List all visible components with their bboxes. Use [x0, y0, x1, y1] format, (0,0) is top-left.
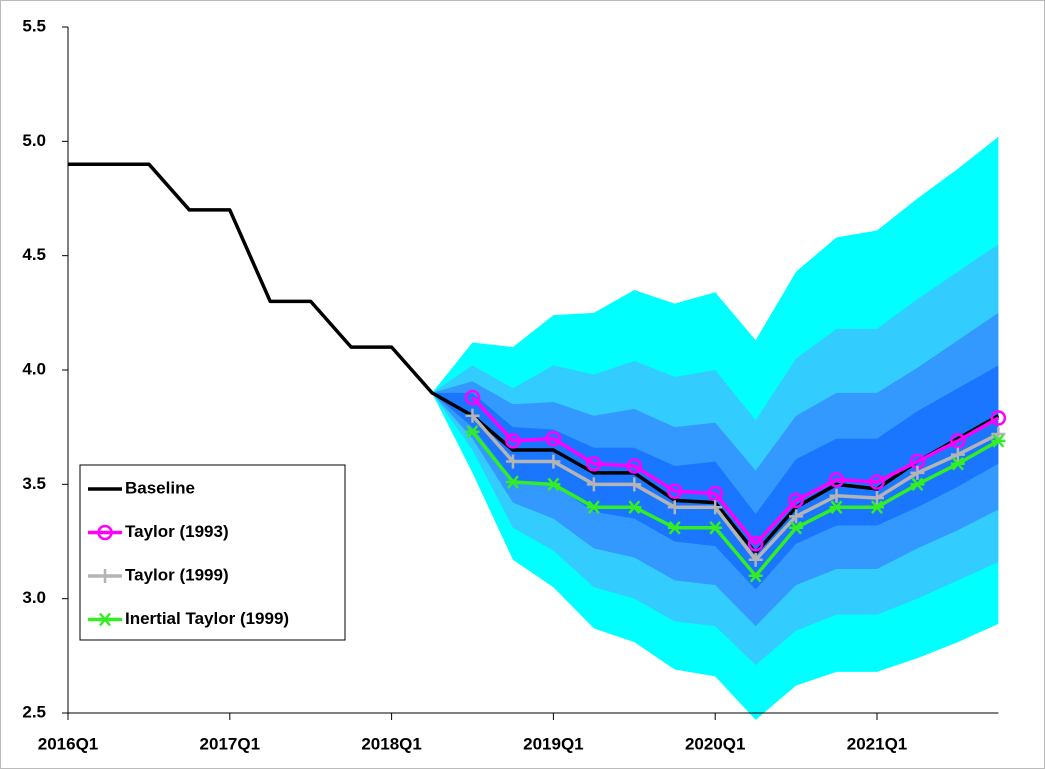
marker	[627, 500, 642, 515]
x-tick-label: 2017Q1	[200, 734, 261, 753]
marker	[829, 488, 844, 503]
marker	[707, 485, 723, 502]
marker	[870, 500, 884, 515]
marker	[465, 408, 480, 423]
legend-box	[79, 464, 346, 641]
marker	[869, 474, 885, 490]
y-tick-label: 4.5	[22, 245, 46, 264]
marker	[546, 454, 561, 469]
marker	[464, 389, 481, 406]
marker	[586, 477, 601, 492]
marker	[627, 477, 642, 492]
x-tick-label: 2018Q1	[361, 734, 422, 753]
y-tick-label: 3.0	[22, 588, 46, 607]
marker	[747, 536, 764, 552]
series-line	[471, 430, 1000, 578]
marker	[828, 472, 845, 488]
x-tick-label: 2020Q1	[685, 734, 746, 753]
marker	[910, 465, 925, 480]
marker	[910, 477, 925, 492]
legend-marker	[98, 569, 112, 583]
marker	[667, 483, 683, 499]
legend-label: Taylor (1999)	[125, 565, 229, 584]
y-tick-label: 2.5	[22, 702, 46, 721]
marker	[950, 456, 965, 471]
y-tick-label: 3.5	[22, 474, 46, 493]
marker	[991, 427, 1006, 442]
y-tick-label: 5.5	[22, 16, 46, 35]
marker	[870, 491, 884, 506]
marker	[546, 477, 561, 492]
y-tick-label: 5.0	[22, 131, 46, 150]
marker	[789, 509, 804, 524]
marker	[788, 492, 804, 509]
marker	[545, 430, 562, 447]
marker	[626, 458, 643, 474]
marker	[586, 500, 601, 515]
marker	[586, 456, 602, 472]
marker	[708, 520, 723, 535]
legend-marker	[98, 612, 112, 627]
series-line	[471, 414, 1000, 562]
series-line	[68, 162, 1000, 555]
marker	[950, 433, 966, 449]
legend: Baseline Taylor (1993) Taylor (1999) Inerti…	[79, 464, 346, 641]
marker	[950, 447, 965, 462]
y-tick-label: 4.0	[22, 359, 46, 378]
legend-label: Inertial Taylor (1999)	[125, 609, 289, 628]
marker	[708, 500, 723, 515]
marker	[667, 500, 682, 515]
x-tick-label: 2019Q1	[523, 734, 584, 753]
legend-label: Baseline	[125, 478, 195, 497]
legend-marker	[97, 524, 113, 541]
legend-label: Taylor (1993)	[125, 522, 229, 541]
marker	[465, 424, 480, 439]
marker	[505, 433, 521, 449]
marker	[789, 520, 804, 535]
x-tick-label: 2016Q1	[38, 734, 99, 753]
marker	[505, 475, 520, 489]
fan-band	[432, 365, 999, 590]
marker	[505, 454, 520, 469]
marker	[991, 434, 1006, 448]
marker	[990, 410, 1007, 426]
marker	[748, 552, 763, 567]
marker	[667, 520, 682, 535]
x-tick-label: 2021Q1	[847, 734, 908, 753]
marker	[748, 568, 763, 583]
marker	[829, 500, 844, 515]
